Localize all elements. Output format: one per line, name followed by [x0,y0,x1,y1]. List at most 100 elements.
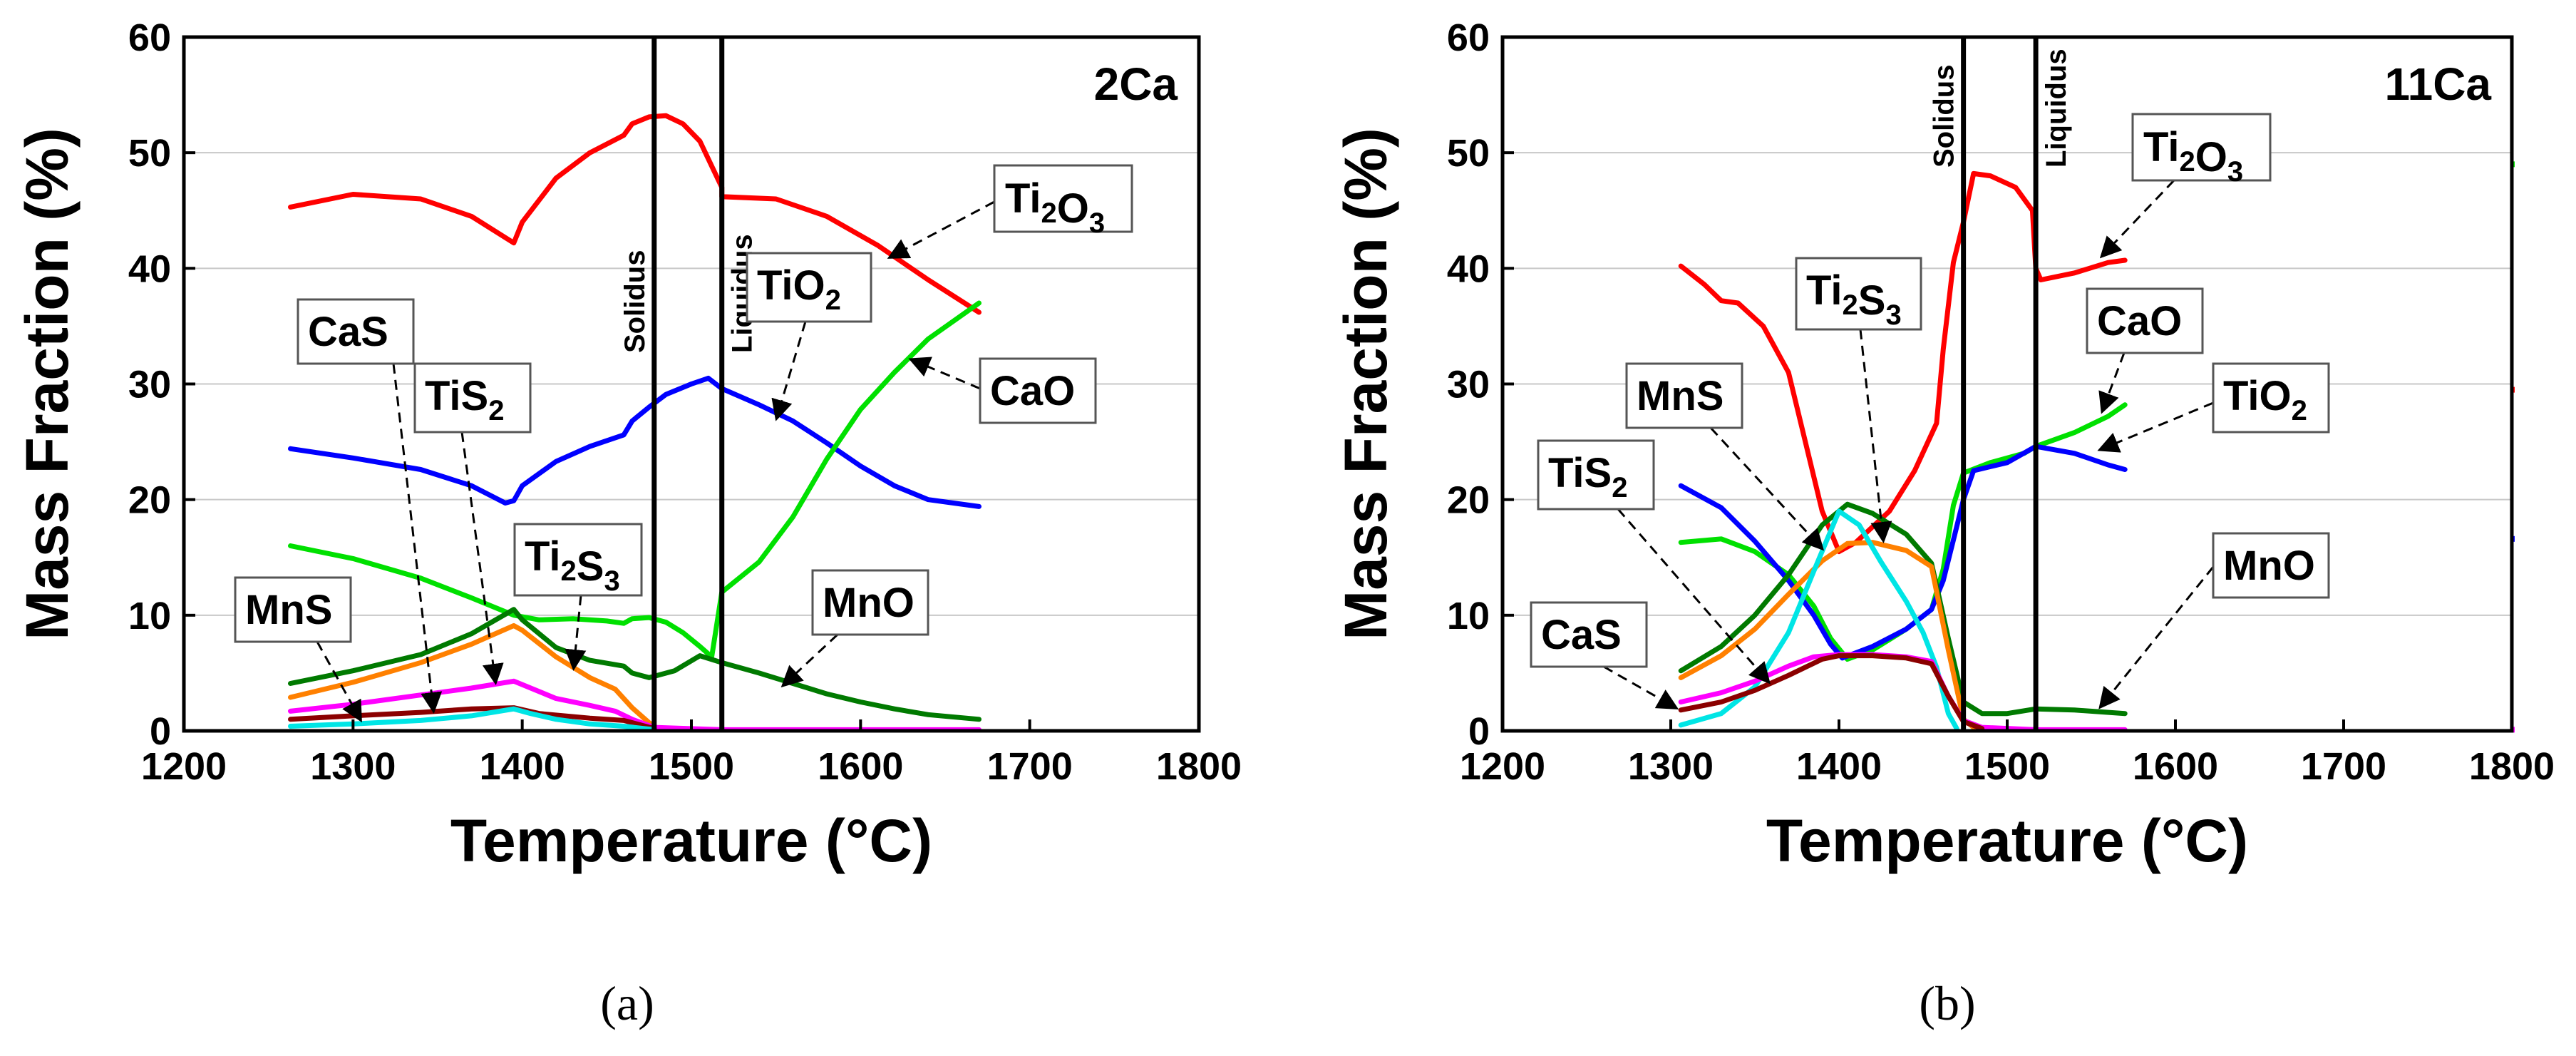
annotation-label: TiS2 [1548,450,1627,503]
annotation-arrow [565,595,587,671]
x-tick-label: 1500 [1964,745,2050,788]
annotation-box [234,576,352,643]
x-tick-label: 1300 [310,745,396,788]
x-tick-label: 1600 [2133,745,2218,788]
annotation-label: Ti2S3 [1806,267,1902,331]
vline-label-liquidus: Liquidus [2041,48,2072,168]
annotation-box [2212,362,2330,434]
annotation-arrow [780,633,839,688]
annotation-label: CaS [1541,612,1622,658]
annotation-box [297,298,415,365]
x-tick-label: 1200 [1460,745,1545,788]
annotation-box [1625,362,1743,429]
annotation-cao: CaO [908,357,1097,424]
annotation-box [811,569,929,636]
series-line-mns [1678,501,2128,717]
y-tick-label: 50 [1447,132,1490,175]
annotation-box [1795,257,1922,331]
series-line-tis2 [1678,540,1977,730]
annotation-box [1530,601,1648,668]
annotation-label: CaO [990,368,1075,414]
series-line-ti2o3 [1678,170,2128,555]
annotation-tis2: TiS2 [1537,439,1771,685]
annotation-arrow [2099,179,2175,259]
annotation-label: CaO [2097,298,2182,344]
annotation-mns: MnS [1625,362,1825,551]
annotation-label: Ti2S3 [525,533,620,597]
annotation-cas: CaS [1530,601,1679,709]
y-tick-label: 0 [1468,710,1490,753]
y-tick-label: 10 [1447,595,1490,637]
y-tick-label: 50 [128,132,171,175]
y-tick-label: 20 [1447,479,1490,522]
y-tick-label: 60 [1447,16,1490,59]
vline-label-solidus: Solidus [1929,65,1960,168]
annotation-box [2086,287,2204,354]
annotation-arrow [887,200,995,259]
annotation-box [513,523,643,597]
x-tick-label: 1600 [818,745,903,788]
annotation-tis2: TiS2 [413,362,532,685]
annotation-arrow [392,363,443,714]
annotation-ti2o3: Ti2O3 [887,164,1133,259]
panel-label: 11Ca [2385,58,2492,110]
annotation-box [1537,439,1655,511]
panel-label: 2Ca [1094,58,1178,110]
y-tick-label: 40 [128,247,171,290]
annotation-label: Ti2O3 [2143,124,2243,188]
vline-label-solidus: Solidus [619,250,651,353]
panel-caption: (b) [1919,976,1975,1030]
annotation-tio2: TiO2 [746,252,872,421]
annotation-tio2: TiO2 [2097,362,2330,453]
y-tick-label: 30 [1447,364,1490,406]
annotation-arrow [1617,508,1771,685]
annotation-cao: CaO [2086,287,2204,414]
series-line-mno [288,607,982,722]
x-tick-label: 1800 [2469,745,2555,788]
y-tick-label: 10 [128,595,171,637]
annotation-label: MnS [1637,373,1724,419]
y-axis-title: Mass Fraction (%) [14,128,81,640]
annotation-mno: MnO [2098,532,2330,709]
annotation-arrow [908,357,981,390]
annotation-box [993,164,1133,233]
annotation-arrow [1709,426,1825,551]
x-axis-title: Temperature (°C) [450,807,932,874]
annotation-cas: CaS [297,298,443,714]
x-axis-title: Temperature (°C) [1766,807,2248,874]
annotation-arrow [1859,329,1892,543]
series-line-ti2s3 [288,622,660,732]
annotation-label: CaS [308,309,388,355]
annotation-box [979,357,1097,424]
annotation-label: TiS2 [425,373,504,426]
y-axis-title: Mass Fraction (%) [1332,128,1399,640]
annotation-ti2s3: Ti2S3 [513,523,643,671]
series-line-tio2 [288,375,982,509]
annotation-ti2o3: Ti2O3 [2099,113,2272,259]
series-line-ti2o3 [288,113,982,315]
x-tick-label: 1700 [2301,745,2386,788]
annotation-label: TiO2 [2223,373,2307,426]
series-line-mns [288,706,657,732]
annotation-label: Ti2O3 [1005,175,1105,239]
annotation-box [2212,532,2330,599]
annotation-arrow [460,431,504,685]
annotation-mns: MnS [234,576,362,723]
series-line-mno [1678,653,1985,732]
y-tick-label: 40 [1447,247,1490,290]
x-tick-label: 1400 [480,745,565,788]
annotation-label: MnO [823,580,915,626]
y-tick-label: 60 [128,16,171,59]
annotation-box [413,362,532,434]
annotation-ti2s3: Ti2S3 [1795,257,1922,543]
x-tick-label: 1800 [1156,745,1242,788]
chart-panel-11ca: Solidus Liquidus 1200 1300 1400 1500 1600 1700 1… [1332,16,2555,1030]
x-tick-label: 1400 [1796,745,1882,788]
x-tick-label: 1200 [141,745,227,788]
x-tick-label: 1500 [649,745,734,788]
annotation-box [746,252,872,323]
x-tick-label: 1300 [1628,745,1714,788]
annotation-arrow [1603,665,1679,709]
